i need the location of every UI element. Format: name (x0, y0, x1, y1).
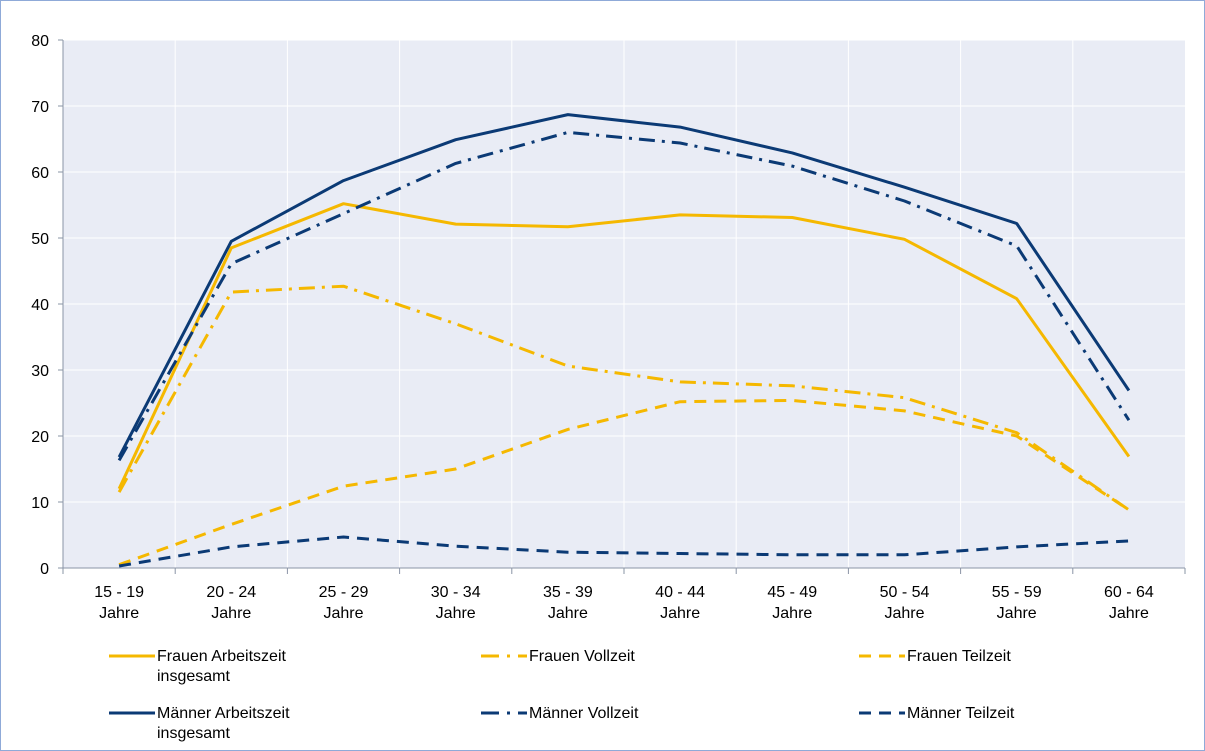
legend-label: Frauen Arbeitszeit insgesamt (157, 648, 287, 685)
x-tick-label: 40 - 44 Jahre (655, 584, 705, 622)
series-line-4 (117, 113, 1131, 458)
legend-item-4: Männer Arbeitszeit insgesamt (109, 705, 290, 742)
legend-item-2: Frauen Vollzeit (481, 648, 635, 665)
x-tick-label: 35 - 39 Jahre (543, 584, 593, 622)
y-tick-label: 70 (31, 99, 49, 116)
y-tick-label: 40 (31, 297, 49, 314)
legend-label: Frauen Vollzeit (529, 648, 635, 665)
x-tick-label: 60 - 64 Jahre (1104, 584, 1154, 622)
y-axis-tick-labels: 0 10 20 30 40 50 60 70 80 (31, 33, 49, 578)
y-tick-label: 50 (31, 231, 49, 248)
y-tick-label: 60 (31, 165, 49, 182)
legend-item-5: Männer Vollzeit (481, 705, 639, 722)
series-line-3 (118, 398, 1130, 567)
x-tick-label: 45 - 49 Jahre (767, 584, 817, 622)
legend-item-3: Frauen Teilzeit (859, 648, 1011, 665)
x-tick-label: 15 - 19 Jahre (94, 584, 144, 622)
series-line-1 (117, 202, 1131, 490)
axes (58, 39, 1186, 574)
x-tick-label: 25 - 29 Jahre (319, 584, 369, 622)
series-line-5 (117, 130, 1131, 462)
legend-label: Männer Teilzeit (907, 705, 1015, 722)
x-tick-label: 55 - 59 Jahre (992, 584, 1042, 622)
y-tick-label: 20 (31, 429, 49, 446)
series-line-6 (118, 535, 1129, 568)
y-tick-label: 10 (31, 495, 49, 512)
y-tick-label: 80 (31, 33, 49, 50)
series-line-2 (117, 284, 1130, 512)
x-tick-label: 20 - 24 Jahre (206, 584, 256, 622)
legend-item-1: Frauen Arbeitszeit insgesamt (109, 648, 287, 685)
legend-label: Männer Vollzeit (529, 705, 639, 722)
x-axis-tick-labels: 15 - 19 Jahre 20 - 24 Jahre 25 - 29 Jahre 30 -… (94, 584, 1154, 622)
legend-label: Männer Arbeitszeit insgesamt (157, 705, 290, 742)
x-tick-label: 50 - 54 Jahre (880, 584, 930, 622)
y-tick-label: 30 (31, 363, 49, 380)
legend-item-6: Männer Teilzeit (859, 705, 1015, 722)
gridlines (63, 39, 1185, 569)
series-lines (117, 113, 1131, 568)
x-tick-label: 30 - 34 Jahre (431, 584, 481, 622)
y-tick-label: 0 (40, 561, 49, 578)
legend-label: Frauen Teilzeit (907, 648, 1011, 665)
legend: Frauen Arbeitszeit insgesamt Frauen Vollze… (109, 648, 1015, 742)
